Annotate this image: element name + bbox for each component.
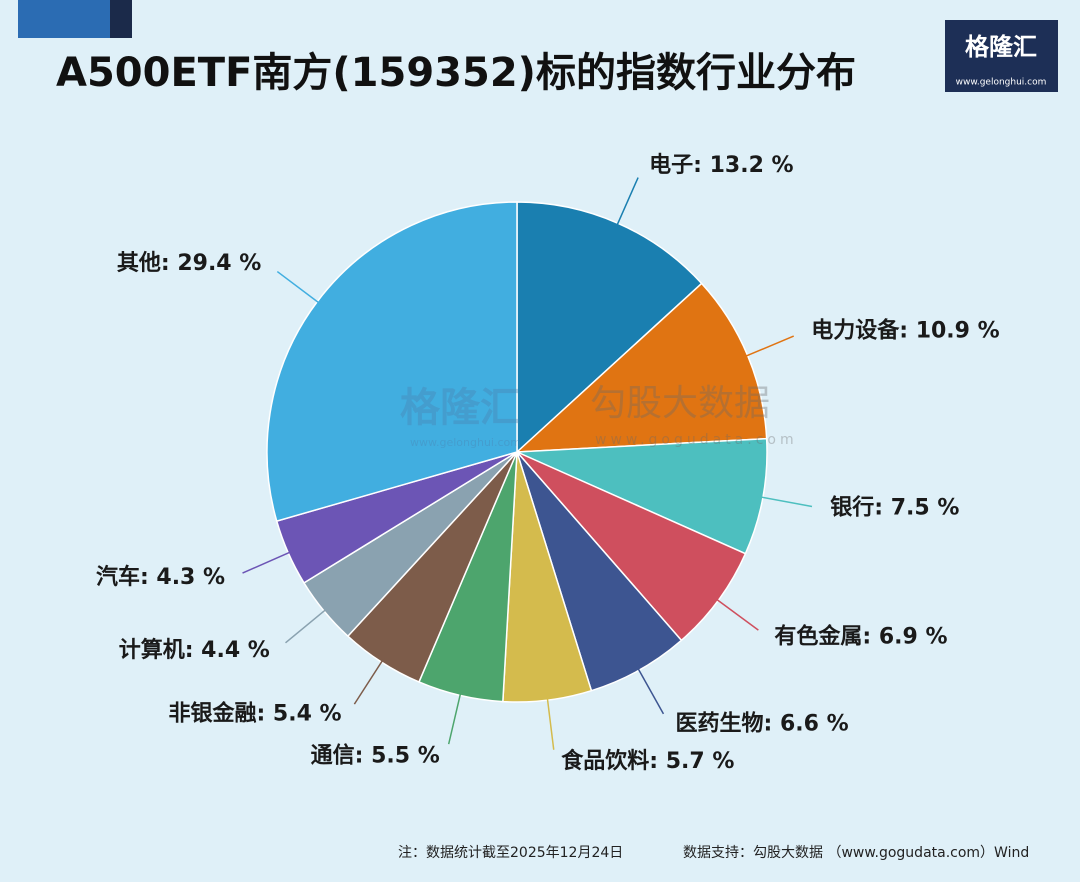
leader-line [447,690,462,745]
data-label: 电力设备: 10.9 % [811,317,999,343]
leader-line [242,550,294,574]
logo-url: www.gelonghui.com [956,78,1047,88]
data-label: 其他: 29.4 % [117,251,261,276]
watermark-text: www.gelonghui.com [410,436,521,449]
data-label: 食品饮料: 5.7 % [561,748,734,774]
data-label: 医药生物: 6.6 % [676,711,849,737]
data-label: 非银金融: 5.4 % [168,701,341,727]
source: 数据支持：勾股大数据 （www.gogudata.com）Wind [683,845,1029,861]
decoration [18,0,110,38]
watermark-text: 格隆汇 [400,385,520,431]
leader-line [635,665,665,715]
watermark-text: www.gogudata.com [595,432,798,448]
data-label: 计算机: 4.4 % [119,637,270,663]
leader-line [742,335,794,359]
decoration [110,0,132,38]
leader-line [546,695,555,750]
data-label: 电子: 13.2 % [649,153,793,178]
leader-line [353,657,385,705]
watermark: 格隆汇 www.gelonghui.com 勾股大数据 www.gogudata… [400,383,798,449]
chart-title: A500ETF南方(159352)标的指数行业分布 [56,50,856,96]
leader-line [276,270,322,306]
leader-line [713,596,759,631]
data-label: 有色金属: 6.9 % [774,624,947,650]
data-label: 银行: 7.5 % [830,495,959,521]
pie: 电子: 13.2 % 电力设备: 10.9 % 银行: 7.5 % 有色金属: 6.9… [96,153,1000,774]
logo-name: 格隆汇 [965,33,1037,61]
leader-line [285,607,329,644]
leader-line [615,177,639,229]
leader-line [757,495,813,508]
data-label: 汽车: 4.3 % [96,564,225,590]
logo-box [945,20,1058,92]
data-label: 通信: 5.5 % [311,742,440,768]
note: 注：数据统计截至2025年12月24日 [398,845,623,861]
watermark-text: 勾股大数据 [590,383,770,424]
